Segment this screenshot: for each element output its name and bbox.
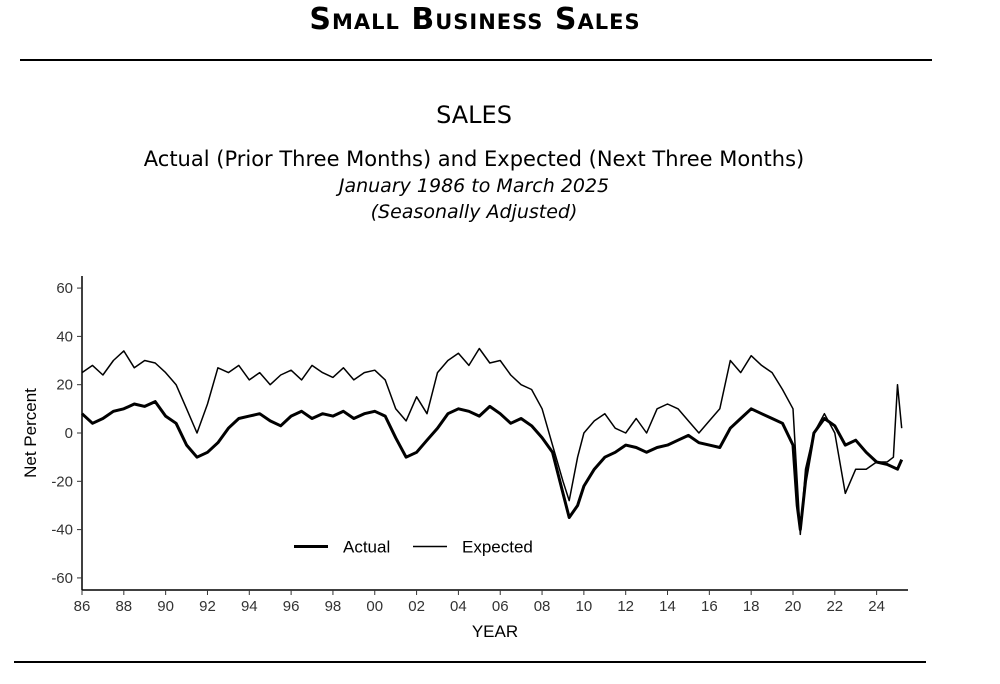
x-tick-label: 88 <box>115 598 132 615</box>
y-axis-title: Net Percent <box>21 388 40 478</box>
legend-label-expected: Expected <box>462 538 533 557</box>
y-tick-label: 20 <box>56 377 73 394</box>
x-tick-label: 18 <box>743 598 760 615</box>
x-tick-label: 90 <box>157 598 174 615</box>
x-tick-label: 96 <box>283 598 300 615</box>
x-tick-label: 12 <box>617 598 634 615</box>
y-tick-label: 60 <box>56 280 73 297</box>
x-tick-label: 14 <box>659 598 676 615</box>
x-tick-label: 06 <box>492 598 509 615</box>
x-tick-label: 86 <box>74 598 91 615</box>
x-tick-label: 04 <box>450 598 467 615</box>
chart-date-range: January 1986 to March 2025 <box>338 175 610 197</box>
x-tick-label: 20 <box>785 598 802 615</box>
page-title: Small Business Sales <box>309 2 641 37</box>
x-tick-label: 94 <box>241 598 258 615</box>
x-axis-title: YEAR <box>472 622 518 641</box>
y-tick-label: 0 <box>65 425 73 442</box>
x-tick-label: 16 <box>701 598 718 615</box>
x-tick-label: 92 <box>199 598 216 615</box>
x-tick-label: 10 <box>576 598 593 615</box>
chart-subtitle: Actual (Prior Three Months) and Expected… <box>143 147 805 171</box>
x-tick-label: 00 <box>366 598 383 615</box>
y-tick-label: -40 <box>51 522 73 539</box>
legend-label-actual: Actual <box>343 538 390 557</box>
x-tick-label: 02 <box>408 598 425 615</box>
series-line-expected <box>81 347 903 536</box>
title-divider <box>20 59 932 61</box>
chart-adjustment-note: (Seasonally Adjusted) <box>370 201 578 223</box>
chart-title: SALES <box>436 101 512 129</box>
x-tick-label: 98 <box>325 598 342 615</box>
y-tick-label: -60 <box>51 570 73 587</box>
x-tick-label: 24 <box>868 598 885 615</box>
x-tick-label: 22 <box>826 598 843 615</box>
series-line-actual <box>80 400 904 532</box>
y-tick-label: 40 <box>56 328 73 345</box>
y-tick-label: -20 <box>51 473 73 490</box>
x-tick-label: 08 <box>534 598 551 615</box>
bottom-divider <box>14 661 926 663</box>
